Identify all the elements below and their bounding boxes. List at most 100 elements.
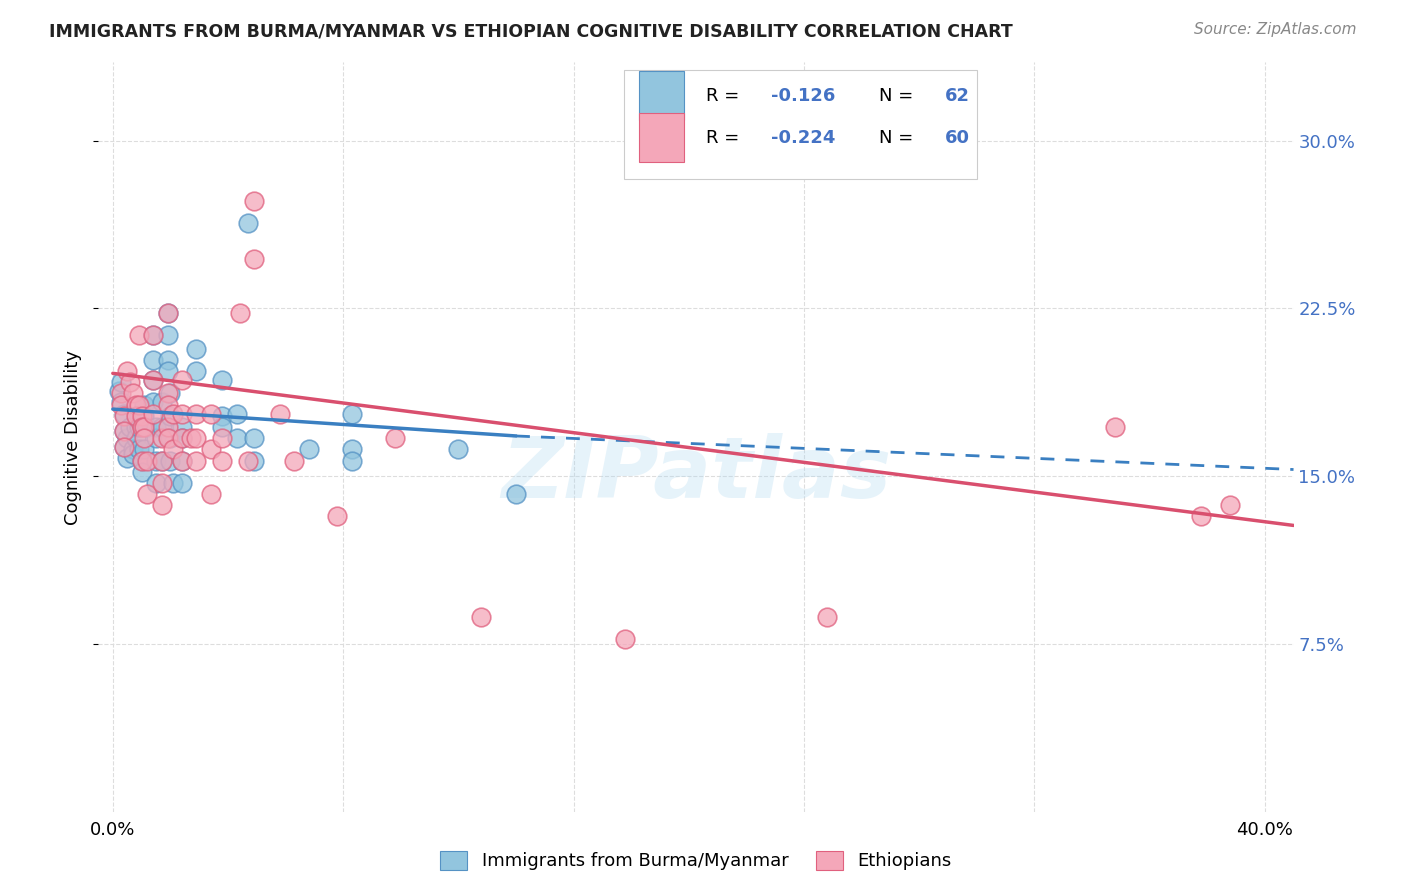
Point <box>150 475 173 490</box>
Point <box>156 420 179 434</box>
Point <box>156 306 179 320</box>
Point <box>145 453 167 467</box>
Point <box>170 431 193 445</box>
Point <box>156 431 179 445</box>
Legend: Immigrants from Burma/Myanmar, Ethiopians: Immigrants from Burma/Myanmar, Ethiopian… <box>433 844 959 878</box>
Point <box>150 453 173 467</box>
Point <box>115 364 138 378</box>
Point <box>131 409 153 423</box>
Point <box>134 409 156 423</box>
Point <box>110 395 132 409</box>
Point <box>269 407 291 421</box>
Text: IMMIGRANTS FROM BURMA/MYANMAR VS ETHIOPIAN COGNITIVE DISABILITY CORRELATION CHAR: IMMIGRANTS FROM BURMA/MYANMAR VS ETHIOPI… <box>49 22 1012 40</box>
Point <box>340 453 363 467</box>
Point <box>112 440 135 454</box>
Point <box>815 610 838 624</box>
Point <box>150 395 173 409</box>
Point <box>156 364 179 378</box>
Point <box>170 373 193 387</box>
Point <box>170 407 193 421</box>
Point <box>156 306 179 320</box>
Point <box>122 447 145 461</box>
Point <box>150 498 173 512</box>
Point <box>142 328 165 343</box>
Text: R =: R = <box>706 128 745 147</box>
Point <box>238 217 260 231</box>
Point <box>162 475 184 490</box>
Point <box>145 431 167 445</box>
Point <box>142 328 165 343</box>
Point <box>186 431 208 445</box>
Point <box>186 407 208 421</box>
Point <box>122 442 145 457</box>
Point <box>131 465 153 479</box>
Point <box>180 431 202 445</box>
Point <box>136 453 159 467</box>
Point <box>614 632 637 647</box>
Point <box>128 442 150 457</box>
Point <box>128 420 150 434</box>
Point <box>1104 420 1126 434</box>
Point <box>136 487 159 501</box>
Point <box>142 395 165 409</box>
Point <box>131 453 153 467</box>
Point <box>107 384 129 399</box>
Point <box>243 431 266 445</box>
Point <box>112 440 135 454</box>
Text: 60: 60 <box>945 128 970 147</box>
Point <box>112 409 135 423</box>
Point <box>200 407 222 421</box>
Point <box>170 431 193 445</box>
FancyBboxPatch shape <box>638 113 685 162</box>
Point <box>134 398 156 412</box>
Point <box>131 453 153 467</box>
Point <box>134 442 156 457</box>
Point <box>110 386 132 401</box>
Text: -0.126: -0.126 <box>772 87 835 104</box>
Text: N =: N = <box>879 128 918 147</box>
Point <box>243 194 266 208</box>
Point <box>120 420 142 434</box>
Point <box>200 487 222 501</box>
Point <box>115 451 138 466</box>
Point <box>125 398 148 412</box>
Point <box>110 376 132 390</box>
Point <box>1189 509 1212 524</box>
Point <box>125 431 148 445</box>
Point <box>156 352 179 367</box>
Point <box>162 407 184 421</box>
Point <box>225 407 247 421</box>
Point <box>283 453 305 467</box>
Point <box>142 407 165 421</box>
Y-axis label: Cognitive Disability: Cognitive Disability <box>65 350 83 524</box>
Point <box>243 453 266 467</box>
Point <box>200 442 222 457</box>
Point <box>298 442 321 457</box>
Point <box>112 425 135 439</box>
Point <box>134 420 156 434</box>
Text: R =: R = <box>706 87 745 104</box>
Point <box>211 453 233 467</box>
Point <box>115 431 138 445</box>
Point <box>110 398 132 412</box>
Point <box>211 431 233 445</box>
Point <box>156 328 179 343</box>
Point <box>156 386 179 401</box>
Point <box>170 453 193 467</box>
Text: N =: N = <box>879 87 918 104</box>
Point <box>340 442 363 457</box>
Point <box>159 431 181 445</box>
Point <box>128 398 150 412</box>
Point <box>150 420 173 434</box>
Point <box>162 442 184 457</box>
Point <box>150 431 173 445</box>
Point <box>156 398 179 412</box>
Point <box>170 453 193 467</box>
Point <box>211 420 233 434</box>
Point <box>112 425 135 439</box>
Point <box>159 453 181 467</box>
Point <box>326 509 349 524</box>
Point <box>122 386 145 401</box>
FancyBboxPatch shape <box>624 70 977 178</box>
Point <box>228 306 250 320</box>
